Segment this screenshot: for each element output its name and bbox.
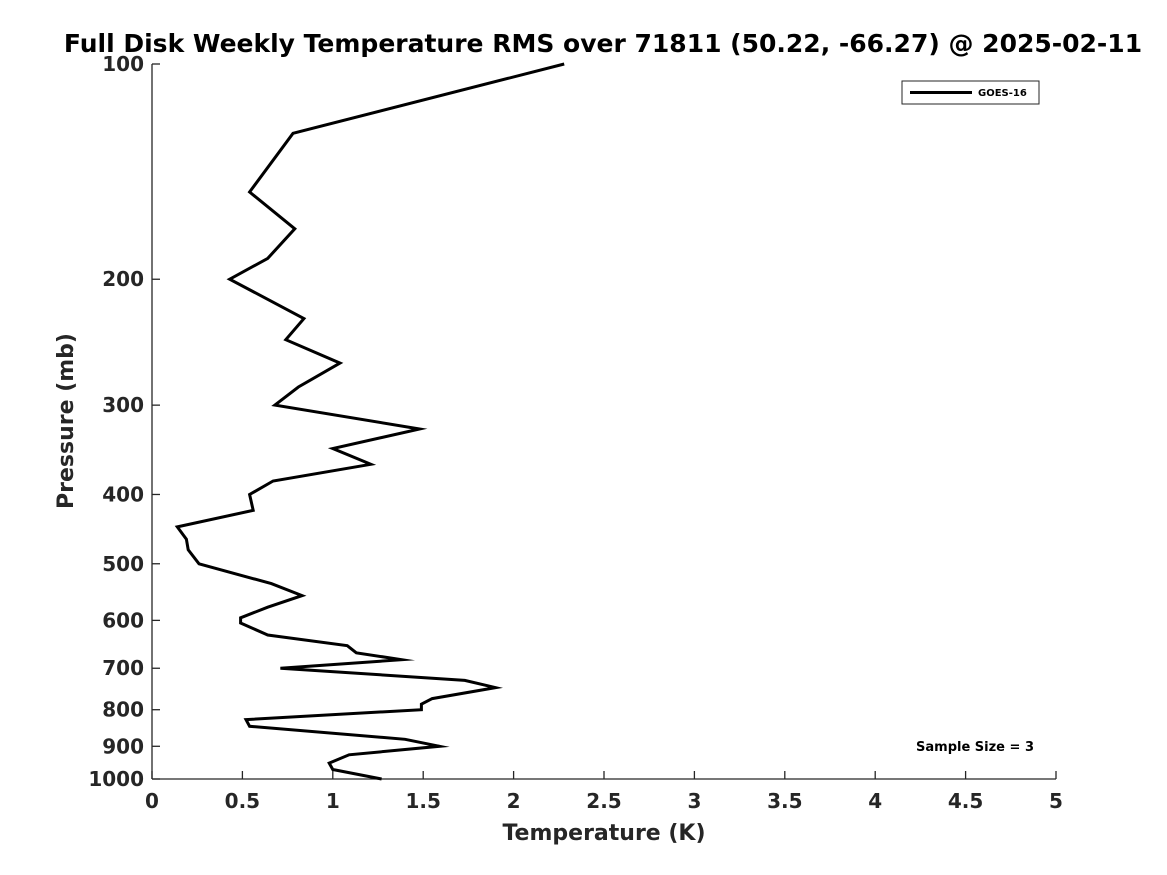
chart-title: Full Disk Weekly Temperature RMS over 71… [64, 29, 1142, 58]
x-tick-label: 4.5 [948, 789, 983, 813]
x-tick-label: 2 [507, 789, 521, 813]
y-tick-label: 900 [102, 734, 144, 758]
legend-label: GOES-16 [978, 88, 1027, 99]
y-tick-label: 400 [102, 482, 144, 506]
y-tick-label: 200 [102, 267, 144, 291]
legend: GOES-16 [901, 80, 1040, 105]
x-tick-label: 2.5 [586, 789, 621, 813]
x-tick-label: 3.5 [767, 789, 802, 813]
y-tick-label: 100 [102, 52, 144, 76]
x-tick-label: 3 [687, 789, 701, 813]
x-axis-label: Temperature (K) [502, 821, 705, 846]
y-tick-label: 1000 [88, 767, 144, 791]
axes [151, 64, 1056, 780]
y-tick-label: 300 [102, 393, 144, 417]
x-tick-label: 5 [1049, 789, 1063, 813]
y-tick-label: 800 [102, 698, 144, 722]
x-tick-label: 1 [326, 789, 340, 813]
sample-size-annotation: Sample Size = 3 [916, 740, 1034, 755]
x-ticks: 0 0.5 1 1.5 2 2.5 3 3.5 4 4.5 5 [145, 771, 1063, 813]
y-tick-label: 700 [102, 656, 144, 680]
y-ticks: 100 200 300 400 500 600 700 800 900 1000 [88, 52, 160, 791]
x-tick-label: 0.5 [225, 789, 260, 813]
x-tick-label: 0 [145, 789, 159, 813]
series-layer [174, 62, 565, 781]
y-tick-label: 500 [102, 552, 144, 576]
x-tick-label: 1.5 [405, 789, 440, 813]
y-tick-label: 600 [102, 608, 144, 632]
x-tick-label: 4 [868, 789, 882, 813]
y-axis-label: Pressure (mb) [54, 333, 79, 509]
series-line-goes-16 [174, 62, 565, 781]
